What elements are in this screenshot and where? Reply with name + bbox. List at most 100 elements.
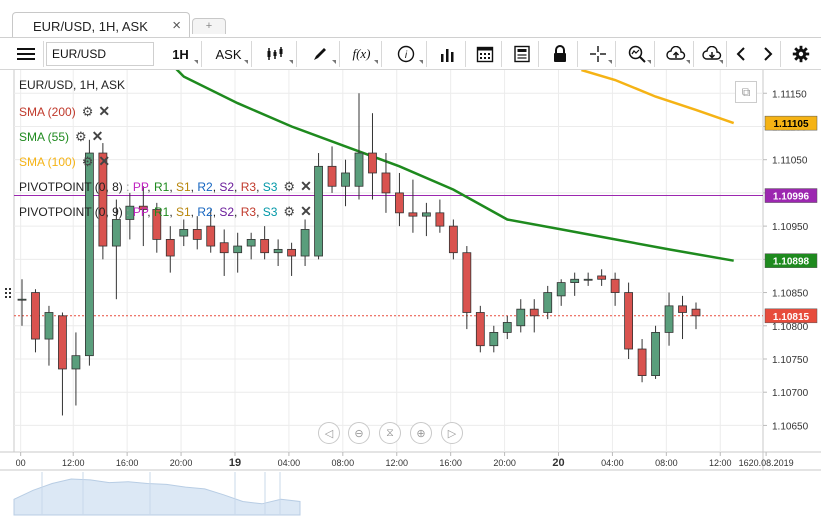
volume-bars-icon[interactable]	[430, 41, 466, 67]
gear-icon[interactable]: ⚙	[75, 129, 87, 144]
x-tick-label: 20:00	[170, 458, 193, 468]
candle	[556, 279, 566, 306]
gear-icon[interactable]: ⚙	[283, 204, 296, 219]
candle-body	[206, 225, 216, 247]
candle	[637, 339, 647, 383]
gear-icon[interactable]	[786, 41, 816, 67]
info-icon[interactable]: i	[385, 41, 427, 67]
tab-baseline	[0, 37, 821, 38]
candle-body	[570, 278, 580, 283]
close-icon[interactable]: ✕	[300, 203, 312, 219]
symbol-input[interactable]	[46, 42, 154, 66]
function-icon[interactable]: f(x)	[342, 41, 382, 67]
candle	[570, 272, 580, 296]
candle-body	[85, 152, 94, 357]
x-tick-label: 12:00	[385, 458, 408, 468]
y-tick-label: 1.10750	[772, 355, 809, 366]
x-tick-label: 16:00	[439, 458, 462, 468]
chevron-left-icon[interactable]	[729, 41, 753, 67]
sma55-label[interactable]: SMA (55)	[19, 130, 70, 144]
lock-icon[interactable]	[542, 41, 578, 67]
pen-draw-icon[interactable]	[300, 41, 340, 67]
tab-title: EUR/USD, 1H, ASK	[33, 19, 148, 34]
gear-icon[interactable]: ⚙	[81, 104, 94, 119]
candle-body	[462, 252, 472, 313]
add-tab-button[interactable]: +	[192, 18, 226, 34]
nav-left-icon[interactable]: ◁	[318, 422, 340, 444]
close-icon[interactable]: ✕	[98, 153, 111, 169]
sma55-price-tag-text: 1.10898	[773, 257, 810, 268]
current-price-tag-text: 1.10815	[773, 312, 810, 323]
candle	[71, 332, 81, 406]
x-tick-label: 16:00	[116, 458, 139, 468]
candle-body	[583, 278, 593, 281]
gear-icon[interactable]: ⚙	[81, 154, 94, 169]
candle	[610, 272, 620, 306]
fx-label: f(x)	[352, 46, 371, 61]
candle	[165, 226, 175, 273]
upload-icon[interactable]	[658, 41, 694, 67]
candle-body	[556, 282, 566, 297]
candle-body	[314, 165, 323, 257]
sma200-label[interactable]: SMA (200)	[19, 105, 76, 119]
close-icon[interactable]: ✕	[300, 178, 312, 194]
zoom-in-icon[interactable]: ⊕	[410, 422, 432, 444]
tab-eurusd[interactable]: EUR/USD, 1H, ASK ×	[12, 12, 190, 38]
candle-body	[354, 152, 364, 187]
candle	[192, 216, 202, 250]
zoom-out-icon[interactable]: ⊖	[348, 422, 370, 444]
hamburger-icon[interactable]	[8, 41, 44, 67]
download-icon[interactable]	[697, 41, 727, 67]
zoom-icon[interactable]	[619, 41, 655, 67]
navigator[interactable]	[13, 472, 301, 516]
x-tick-label: 00	[16, 458, 26, 468]
popout-icon[interactable]: ⧉	[735, 81, 757, 103]
candle-body	[71, 355, 81, 370]
chevron-right-icon[interactable]	[755, 41, 781, 67]
news-icon[interactable]	[505, 41, 539, 67]
offer-side-select[interactable]: ASK	[206, 41, 252, 67]
fit-icon[interactable]: ⧖	[379, 422, 401, 444]
candle	[152, 202, 162, 253]
sma100-label[interactable]: SMA (100)	[19, 155, 76, 169]
chart-title-text: EUR/USD, 1H, ASK	[19, 78, 126, 92]
price-tags: 1.11105 1.10996 1.10898 1.10815	[764, 115, 818, 324]
candle	[219, 229, 229, 276]
candle-body	[475, 312, 485, 347]
period-select[interactable]: 1H	[160, 41, 202, 67]
candle-body	[502, 322, 512, 333]
candle-body	[179, 229, 189, 237]
crosshair-icon[interactable]	[580, 41, 616, 67]
close-icon[interactable]: ✕	[98, 103, 111, 119]
candle-body	[138, 205, 148, 210]
s1-label: S1	[175, 180, 191, 194]
chart-type-icon[interactable]	[255, 41, 297, 67]
candle-body	[152, 209, 162, 240]
close-icon[interactable]: ×	[172, 17, 181, 34]
candle	[529, 299, 539, 333]
pivot2-label[interactable]: PIVOTPOINT (0, 9)	[19, 205, 123, 219]
gear-icon[interactable]: ⚙	[283, 179, 296, 194]
candle	[31, 289, 40, 353]
candle	[273, 239, 283, 266]
candle-body	[287, 248, 297, 257]
calendar-icon[interactable]	[468, 41, 502, 67]
x-tick-label: 19	[229, 457, 241, 469]
chart-title: EUR/USD, 1H, ASK	[19, 78, 125, 92]
candle	[233, 232, 243, 273]
pivot-price-tag: 1.10996	[764, 188, 818, 203]
candle-body	[381, 172, 391, 194]
nav-right-icon[interactable]: ▷	[441, 422, 463, 444]
candle-body	[111, 219, 121, 247]
close-icon[interactable]: ✕	[91, 128, 104, 144]
candle	[206, 209, 216, 253]
pivot1-label[interactable]: PIVOTPOINT (0, 8)	[19, 180, 123, 194]
candle-body	[448, 225, 458, 254]
legend-sma55: SMA (55) ⚙ ✕	[19, 128, 103, 145]
drag-handle-icon[interactable]	[5, 288, 11, 298]
r3-label: R3	[240, 205, 257, 219]
current-price-tag: 1.10815	[764, 308, 818, 324]
candle	[664, 292, 674, 346]
x-tick-label: 04:00	[601, 458, 624, 468]
